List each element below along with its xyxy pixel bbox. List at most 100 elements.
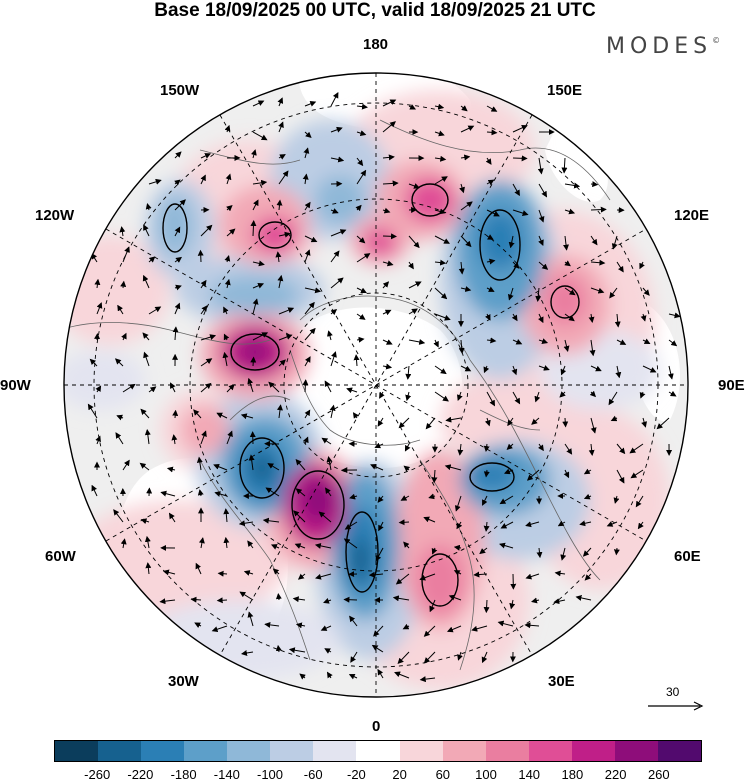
wind-vector <box>460 125 475 133</box>
lon-label-150e: 150E <box>547 82 583 99</box>
wind-vector <box>200 279 207 289</box>
wind-vector <box>512 339 523 345</box>
wind-vector <box>344 521 358 530</box>
wind-vector <box>408 281 422 289</box>
wind-vector <box>226 383 235 393</box>
lon-label-60e: 60E <box>674 548 701 565</box>
wind-vector <box>216 412 228 419</box>
wind-vector <box>330 277 344 289</box>
wind-vector <box>250 356 257 367</box>
wind-vector <box>423 625 436 637</box>
colorbar-tick-label: -60 <box>303 767 323 782</box>
wind-vector <box>402 623 410 630</box>
wind-vector <box>117 304 124 315</box>
wind-vector <box>434 208 446 215</box>
wind-vector <box>214 491 228 497</box>
wind-vector <box>434 176 448 185</box>
lon-label-30w: 30W <box>168 673 199 690</box>
wind-vector <box>295 622 306 629</box>
wind-vector <box>343 596 358 603</box>
wind-vector <box>563 469 570 479</box>
wind-vector <box>456 521 463 530</box>
wind-vector <box>368 571 384 578</box>
wind-vector <box>615 365 622 379</box>
wind-vector <box>299 673 306 680</box>
wind-vector <box>434 313 451 321</box>
wind-vector <box>606 521 618 527</box>
colorbar-segment <box>657 741 701 761</box>
wind-vector <box>278 121 284 133</box>
lon-label-150w: 150W <box>160 82 200 99</box>
wind-vector <box>434 155 447 162</box>
wind-vector <box>398 417 410 429</box>
wind-vector <box>506 443 514 450</box>
wind-vector <box>238 520 254 527</box>
wind-vector <box>166 466 176 473</box>
wind-vector <box>434 103 445 110</box>
wind-vector <box>247 611 254 627</box>
wind-vector <box>222 351 229 367</box>
wind-vector <box>241 650 254 656</box>
wind-vector <box>457 443 464 456</box>
wind-vector <box>326 456 333 471</box>
wind-vector <box>431 547 438 555</box>
wind-vector <box>408 104 416 110</box>
wind-vector <box>373 625 384 637</box>
map-title: Base 18/09/2025 00 UTC, valid 18/09/2025… <box>154 0 596 21</box>
wind-vector <box>304 235 318 243</box>
wind-vector <box>142 274 150 289</box>
wind-vector <box>343 538 358 549</box>
wind-vector <box>352 412 359 419</box>
wind-vector <box>382 260 394 267</box>
wind-vector <box>143 224 150 237</box>
wind-vector <box>356 313 366 320</box>
wind-vector <box>293 510 306 523</box>
lon-label-90e: 90E <box>718 377 745 394</box>
colorbar-tick-label: -20 <box>346 767 366 782</box>
wind-vector <box>398 519 410 526</box>
wind-vector <box>224 255 231 263</box>
wind-vector <box>483 599 490 614</box>
colorbar-segment <box>528 741 572 761</box>
wind-vector <box>559 391 566 398</box>
wind-vector <box>356 235 366 244</box>
wind-vector <box>575 595 592 601</box>
wind-vector <box>382 121 396 133</box>
wind-vector <box>538 261 549 270</box>
wind-vector <box>264 621 280 628</box>
wind-vector <box>563 235 569 251</box>
wind-vector <box>297 573 306 580</box>
wind-vector <box>324 380 332 393</box>
wind-vector <box>171 434 178 445</box>
wind-vector <box>434 365 447 375</box>
wind-vector <box>668 339 678 347</box>
wind-vector <box>590 206 607 213</box>
wind-vector <box>553 598 566 605</box>
wind-vector <box>250 149 257 159</box>
wind-vector <box>403 465 411 472</box>
wind-vector <box>247 540 254 549</box>
wind-vector <box>408 339 426 345</box>
wind-vector <box>509 599 516 610</box>
wind-vector <box>226 205 233 212</box>
wind-vector <box>499 495 514 505</box>
colorbar-tick-labels: -260 -220 -180 -140 -100 -60 -20 20 60 100 140 180 2… <box>0 767 750 783</box>
wind-vector <box>481 651 488 664</box>
wind-vector <box>408 235 420 249</box>
wind-vector <box>304 301 315 315</box>
wind-vector <box>292 596 306 603</box>
wind-vector <box>268 381 280 393</box>
wind-vector <box>95 385 102 393</box>
wind-vector <box>641 417 648 428</box>
colorbar-tick-label: 20 <box>392 767 407 782</box>
lon-label-0: 0 <box>372 718 381 735</box>
wind-vector <box>667 365 674 380</box>
wind-vector <box>277 97 284 107</box>
wind-vector <box>583 468 592 475</box>
wind-vector <box>303 436 309 445</box>
wind-vector <box>356 157 364 167</box>
wind-vector <box>223 536 230 549</box>
wind-vector <box>252 282 265 289</box>
wind-vector <box>512 183 520 197</box>
